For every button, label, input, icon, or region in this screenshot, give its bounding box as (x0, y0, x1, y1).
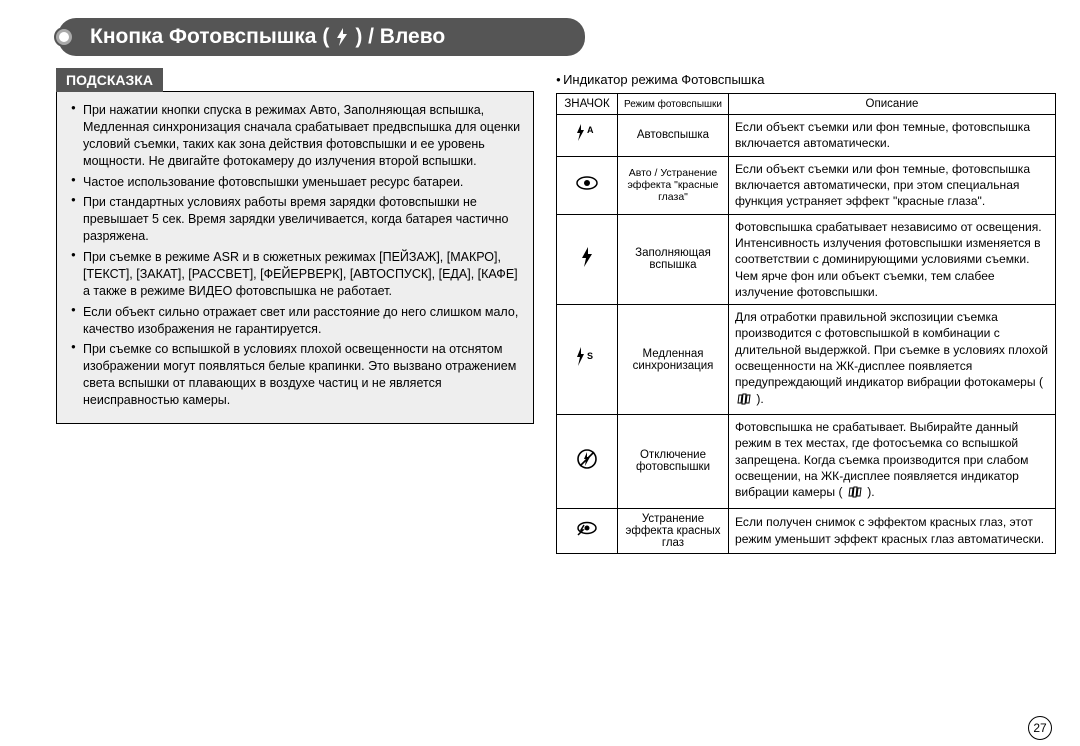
desc-post: ). (867, 485, 874, 499)
table-row: Авто / Устранение эффекта "красные глаза… (557, 156, 1056, 214)
desc-pre: Для отработки правильной экспозиции съем… (735, 310, 1048, 389)
redeye-fix-icon (557, 508, 618, 553)
redeye-icon (557, 156, 618, 214)
hint-item: При стандартных условиях работы время за… (71, 194, 521, 245)
mode-desc: Если объект съемки или фон темные, фотов… (729, 156, 1056, 214)
svg-text:S: S (587, 351, 593, 361)
flash-slow-icon: S (557, 305, 618, 415)
flash-icon (329, 25, 355, 49)
th-desc: Описание (729, 94, 1056, 115)
hint-header: ПОДСКАЗКА (56, 68, 163, 92)
hint-item: Если объект сильно отражает свет или рас… (71, 304, 521, 338)
table-header-row: ЗНАЧОК Режим фотовспышки Описание (557, 94, 1056, 115)
page: Кнопка Фотовспышка ( ) / Влево ПОДСКАЗКА… (0, 0, 1080, 746)
content-columns: ПОДСКАЗКА При нажатии кнопки спуска в ре… (56, 68, 1056, 554)
flash-auto-icon: A (557, 115, 618, 157)
flash-fill-icon (557, 214, 618, 305)
title-suffix: ) / Влево (355, 25, 445, 49)
th-mode: Режим фотовспышки (618, 94, 729, 115)
table-row: Отключение фотовспышки Фотовспышка не ср… (557, 415, 1056, 509)
right-column: Индикатор режима Фотовспышка ЗНАЧОК Режи… (556, 68, 1056, 554)
hint-item: Частое использование фотовспышки уменьша… (71, 174, 521, 191)
page-number: 27 (1028, 716, 1052, 740)
flash-mode-table: ЗНАЧОК Режим фотовспышки Описание A Авто… (556, 93, 1056, 554)
mode-desc: Фотовспышка не срабатывает. Выбирайте да… (729, 415, 1056, 509)
flash-off-icon (557, 415, 618, 509)
table-row: Заполняющая вспышка Фотовспышка срабатыв… (557, 214, 1056, 305)
desc-pre: Фотовспышка не срабатывает. Выбирайте да… (735, 420, 1028, 499)
svg-text:A: A (587, 125, 594, 135)
th-icon: ЗНАЧОК (557, 94, 618, 115)
mode-label: Авто / Устранение эффекта "красные глаза… (618, 156, 729, 214)
right-intro: Индикатор режима Фотовспышка (556, 72, 1056, 87)
hint-item: При съемке со вспышкой в условиях плохой… (71, 341, 521, 409)
hint-list: При нажатии кнопки спуска в режимах Авто… (71, 102, 521, 409)
shake-icon (846, 485, 864, 503)
title-prefix: Кнопка Фотовспышка ( (90, 25, 329, 49)
mode-label: Автовспышка (618, 115, 729, 157)
mode-desc: Для отработки правильной экспозиции съем… (729, 305, 1056, 415)
mode-desc: Если получен снимок с эффектом красных г… (729, 508, 1056, 553)
hint-item: При съемке в режиме ASR и в сюжетных реж… (71, 249, 521, 300)
mode-label: Заполняющая вспышка (618, 214, 729, 305)
shake-icon (735, 392, 753, 410)
mode-label: Устранение эффекта красных глаз (618, 508, 729, 553)
table-row: S Медленная синхронизация Для отработки … (557, 305, 1056, 415)
mode-label: Медленная синхронизация (618, 305, 729, 415)
title-bar: Кнопка Фотовспышка ( ) / Влево (56, 18, 1056, 56)
mode-desc: Фотовспышка срабатывает независимо от ос… (729, 214, 1056, 305)
table-row: Устранение эффекта красных глаз Если пол… (557, 508, 1056, 553)
hint-box: При нажатии кнопки спуска в режимах Авто… (56, 91, 534, 424)
left-column: ПОДСКАЗКА При нажатии кнопки спуска в ре… (56, 68, 534, 554)
hint-item: При нажатии кнопки спуска в режимах Авто… (71, 102, 521, 170)
table-row: A Автовспышка Если объект съемки или фон… (557, 115, 1056, 157)
mode-label: Отключение фотовспышки (618, 415, 729, 509)
title-ornament (56, 29, 72, 45)
page-title: Кнопка Фотовспышка ( ) / Влево (58, 18, 585, 56)
mode-desc: Если объект съемки или фон темные, фотов… (729, 115, 1056, 157)
desc-post: ). (756, 392, 763, 406)
